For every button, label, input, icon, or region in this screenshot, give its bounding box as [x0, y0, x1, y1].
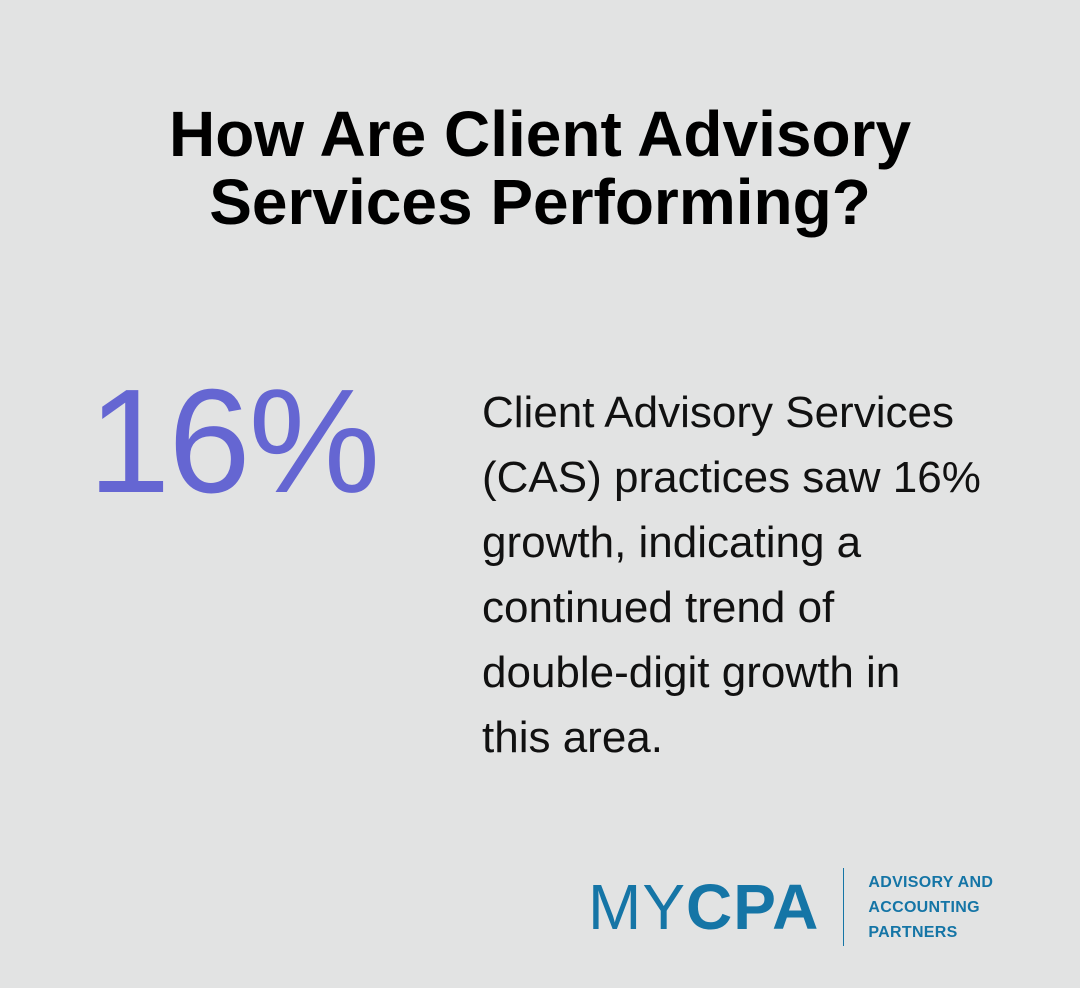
logo-tagline-line-2: ACCOUNTING: [868, 898, 980, 916]
page-title-line-2: Services Performing?: [209, 166, 871, 238]
description-line: (CAS) practices saw 16%: [482, 453, 981, 502]
description-line: this area.: [482, 713, 663, 762]
company-logo: MYCPA ADVISORY AND ACCOUNTING PARTNERS: [588, 866, 993, 948]
logo-wordmark: MYCPA: [588, 871, 819, 943]
logo-divider: [843, 868, 845, 946]
logo-tagline-line-1: ADVISORY AND: [868, 873, 994, 891]
description-line: double-digit growth in: [482, 648, 901, 697]
description-line: growth, indicating a: [482, 518, 862, 567]
description-line: Client Advisory Services: [482, 388, 954, 437]
logo-tagline: ADVISORY AND ACCOUNTING PARTNERS: [868, 870, 993, 945]
logo-my: MY: [588, 871, 686, 943]
stat-value: 16%: [88, 359, 380, 524]
description-line: continued trend of: [482, 583, 835, 632]
logo-tagline-line-3: PARTNERS: [868, 923, 958, 941]
stat-description: Client Advisory Services (CAS) practices…: [482, 380, 1042, 770]
logo-cpa: CPA: [686, 871, 820, 943]
page-title: How Are Client Advisory Services Perform…: [40, 100, 1040, 236]
page-title-line-1: How Are Client Advisory: [168, 98, 912, 170]
